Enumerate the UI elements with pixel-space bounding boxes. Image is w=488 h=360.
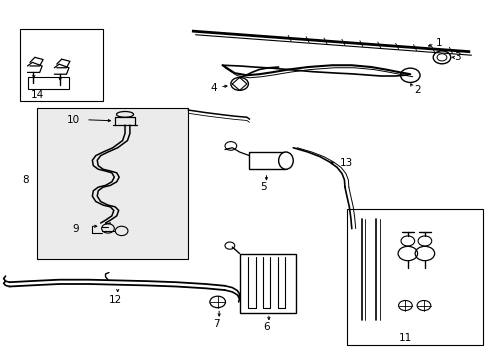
Ellipse shape: [278, 152, 293, 169]
Text: 12: 12: [109, 295, 122, 305]
Bar: [27, 77, 69, 89]
Text: 2: 2: [413, 85, 420, 95]
Text: 8: 8: [22, 175, 29, 185]
Text: 13: 13: [339, 158, 352, 168]
Bar: [37, 108, 188, 259]
Bar: [239, 253, 295, 313]
Text: 1: 1: [435, 38, 442, 48]
Bar: [249, 152, 285, 169]
Text: 7: 7: [213, 319, 220, 329]
Text: 3: 3: [453, 52, 460, 62]
Text: 9: 9: [73, 225, 80, 234]
Bar: [20, 30, 103, 101]
Text: 4: 4: [210, 83, 217, 93]
Text: 10: 10: [66, 115, 80, 125]
Text: 6: 6: [263, 322, 269, 332]
Bar: [346, 209, 483, 345]
Text: 11: 11: [398, 333, 411, 343]
Text: 5: 5: [260, 182, 266, 192]
Text: 14: 14: [31, 90, 44, 100]
